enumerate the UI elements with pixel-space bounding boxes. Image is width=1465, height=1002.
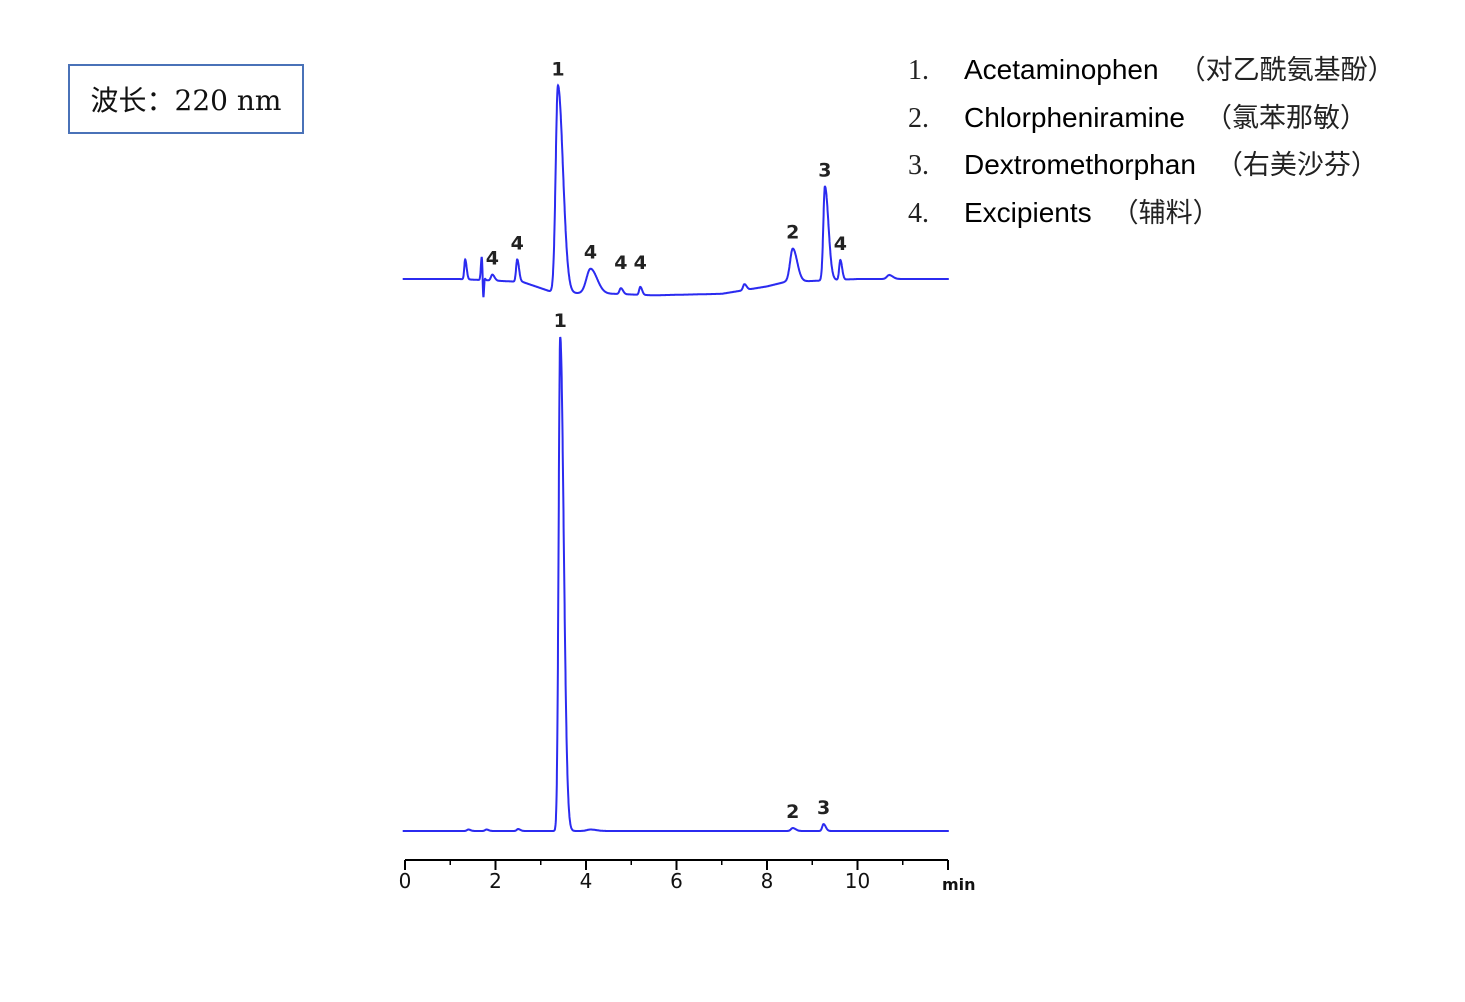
x-tick-label: 6 xyxy=(670,869,683,893)
x-tick-label: 0 xyxy=(399,869,412,893)
legend-chinese-name: （氯苯那敏） xyxy=(1205,102,1368,134)
legend-item: 3. Dextromethorphan （右美沙芬） xyxy=(908,143,1395,191)
peak-label: 1 xyxy=(551,58,564,80)
x-tick-label: 10 xyxy=(845,869,870,893)
peak-label: 4 xyxy=(486,248,499,270)
wavelength-label-box: 波长：220 nm xyxy=(68,64,304,134)
peak-label: 3 xyxy=(817,797,830,819)
legend-name: Dextromethorphan xyxy=(964,149,1196,180)
legend-item: 2. Chlorpheniramine （氯苯那敏） xyxy=(908,96,1395,144)
legend-number: 2. xyxy=(908,102,929,134)
peak-label: 4 xyxy=(511,232,524,254)
peak-label: 4 xyxy=(584,242,597,264)
legend-name: Chlorpheniramine xyxy=(964,101,1186,133)
legend-item: 4. Excipients （辅料） xyxy=(908,191,1395,239)
x-tick-label: 4 xyxy=(580,869,593,893)
peak-label: 4 xyxy=(834,233,847,255)
legend-chinese-name: （对乙酰氨基酚） xyxy=(1178,55,1395,86)
legend-name: Excipients xyxy=(964,196,1092,228)
legend-chinese-name: （辅料） xyxy=(1111,197,1220,229)
chromatogram-trace-1 xyxy=(402,83,949,298)
x-axis-unit-label: min xyxy=(942,875,976,894)
peak-legend: 1. Acetaminophen （对乙酰氨基酚） 2. Chlorphenirami… xyxy=(908,48,1395,238)
x-tick-label: 8 xyxy=(761,869,774,893)
x-axis: 0 2 4 6 8 10 xyxy=(399,859,949,893)
chromatogram-trace-2 xyxy=(402,336,949,832)
legend-chinese-name: （右美沙芬） xyxy=(1215,150,1378,181)
peak-label: 1 xyxy=(554,310,567,332)
wavelength-label: 波长：220 nm xyxy=(90,84,282,117)
legend-number: 3. xyxy=(908,150,929,181)
x-tick-label: 2 xyxy=(489,869,502,893)
peak-label: 2 xyxy=(786,222,799,244)
peak-label: 4 xyxy=(634,252,647,274)
legend-item: 1. Acetaminophen （对乙酰氨基酚） xyxy=(908,48,1395,96)
peak-label: 4 xyxy=(614,252,627,274)
legend-name: Acetaminophen xyxy=(964,54,1159,85)
legend-number: 1. xyxy=(908,55,929,86)
peak-label: 3 xyxy=(818,160,831,182)
peak-label: 2 xyxy=(786,801,799,823)
legend-number: 4. xyxy=(908,197,929,229)
